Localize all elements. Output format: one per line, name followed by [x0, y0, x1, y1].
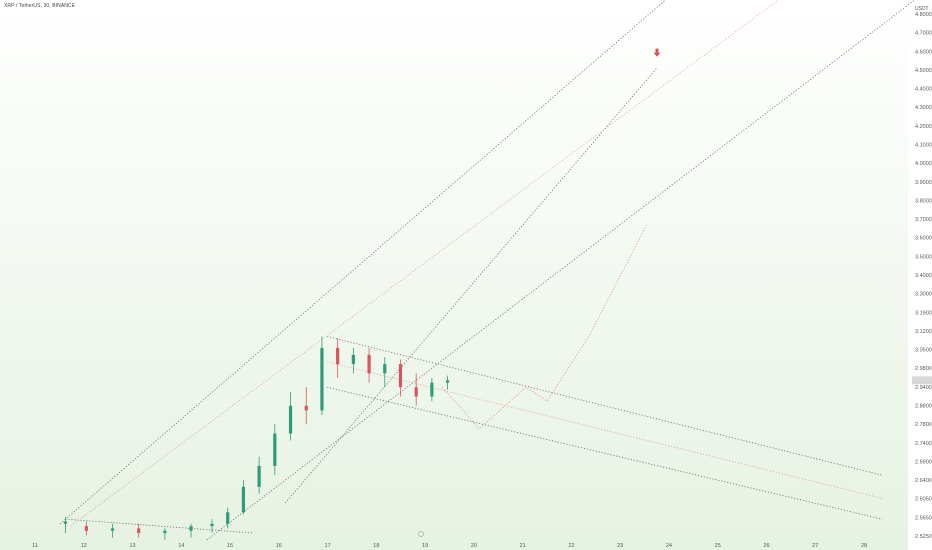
event-icon: [418, 531, 424, 537]
time-tick-label: 17: [325, 543, 331, 549]
time-tick-label: 24: [666, 543, 672, 549]
time-tick-label: 20: [471, 543, 477, 549]
time-tick-label: 22: [568, 543, 574, 549]
trend-line-1: [206, 0, 914, 541]
target-marker: [418, 48, 661, 537]
candle-body-16: [367, 354, 371, 374]
current-price-highlight: [912, 376, 932, 385]
marker-arrow-head: [653, 52, 661, 57]
candle-body-18: [398, 364, 403, 388]
price-tick-label: 3.0500: [915, 348, 932, 354]
price-tick-label: 3.1900: [915, 310, 932, 316]
price-tick-label: 3.7000: [915, 217, 932, 223]
time-tick-label: 25: [715, 543, 721, 549]
price-tick-label: 4.4000: [915, 87, 932, 93]
price-tick-label: 3.8000: [915, 198, 932, 204]
time-tick-label: 27: [812, 543, 818, 549]
time-tick-label: 11: [32, 543, 38, 549]
candles: [63, 336, 450, 540]
price-tick-label: 4.7000: [915, 31, 932, 37]
chart-background: [0, 0, 908, 550]
price-tick-label: 2.6050: [915, 497, 932, 503]
price-tick-label: 2.8800: [915, 404, 932, 410]
candle-body-2: [110, 528, 115, 531]
price-tick-label: 2.7400: [915, 441, 932, 447]
candle-body-17: [383, 364, 387, 374]
trend-line-2: [284, 67, 658, 504]
price-tick-label: 4.8000: [915, 12, 932, 18]
price-tick-label: 3.4000: [915, 273, 932, 279]
price-tick-label: 3.6000: [915, 236, 932, 242]
price-tick-label: 2.5250: [915, 534, 932, 540]
candle-body-4: [163, 530, 167, 534]
price-tick-label: 4.6000: [915, 49, 932, 55]
price-tick-label: 4.5000: [915, 68, 932, 74]
time-tick-label: 14: [178, 543, 184, 549]
candle-body-9: [257, 465, 261, 487]
candle-body-6: [210, 523, 214, 527]
candle-body-0: [63, 521, 68, 524]
time-tick-label: 13: [129, 543, 135, 549]
symbol-title: XRP / TetherUS, 30, BINANCE: [4, 3, 76, 9]
candle-body-20: [430, 382, 434, 397]
time-tick-label: 18: [373, 543, 379, 549]
marker-arrow-shaft: [655, 48, 659, 53]
price-tick-label: 3.9000: [915, 180, 932, 186]
candle-body-5: [189, 526, 193, 531]
price-tick-label: 2.7800: [915, 422, 932, 428]
time-axis[interactable]: 11 12 13 14 15 16 17 18 19 20 21 22 23 24 25 26 27 28: [32, 543, 867, 549]
candle-body-11: [288, 405, 293, 434]
trend-line-4: [327, 335, 883, 476]
time-tick-label: 28: [861, 543, 867, 549]
candle-body-21: [445, 380, 450, 383]
price-tick-label: 4.2000: [915, 124, 932, 130]
price-tick-label: 3.3000: [915, 292, 932, 298]
candle-body-10: [273, 433, 277, 466]
price-tick-label: 2.9400: [915, 385, 932, 391]
trend-line-0: [59, 0, 667, 525]
price-tick-label: 4.3000: [915, 105, 932, 111]
price-tick-label: 2.5650: [915, 515, 932, 521]
candle-body-7: [226, 512, 230, 524]
price-tick-label: 4.0000: [915, 161, 932, 167]
time-tick-label: 23: [617, 543, 623, 549]
time-tick-label: 12: [81, 543, 87, 549]
price-tick-label: 3.1200: [915, 329, 932, 335]
time-tick-label: 21: [520, 543, 526, 549]
time-tick-label: 26: [763, 543, 769, 549]
trend-lines: [59, 0, 914, 541]
candle-body-3: [137, 528, 141, 534]
time-tick-label: 15: [227, 543, 233, 549]
price-tick-label: 3.5000: [915, 254, 932, 260]
candle-body-12: [304, 405, 308, 411]
price-tick-label: 2.6900: [915, 459, 932, 465]
candle-body-8: [241, 486, 246, 513]
time-tick-label: 16: [276, 543, 282, 549]
candle-body-13: [320, 347, 324, 411]
candle-body-19: [414, 387, 418, 397]
price-axis[interactable]: 4.8000 4.7000 4.6000 4.5000 4.4000 4.3000 4.20…: [912, 12, 932, 540]
candle-body-15: [351, 354, 355, 365]
currency-label: USDT: [915, 6, 929, 12]
candle-body-14: [336, 347, 340, 365]
price-tick-label: 2.6400: [915, 478, 932, 484]
price-tick-label: 2.9800: [915, 366, 932, 372]
price-tick-label: 4.1000: [915, 143, 932, 149]
trend-line-7: [327, 361, 883, 499]
candle-body-1: [84, 526, 88, 531]
time-tick-label: 19: [422, 543, 428, 549]
trend-line-5: [327, 386, 883, 520]
